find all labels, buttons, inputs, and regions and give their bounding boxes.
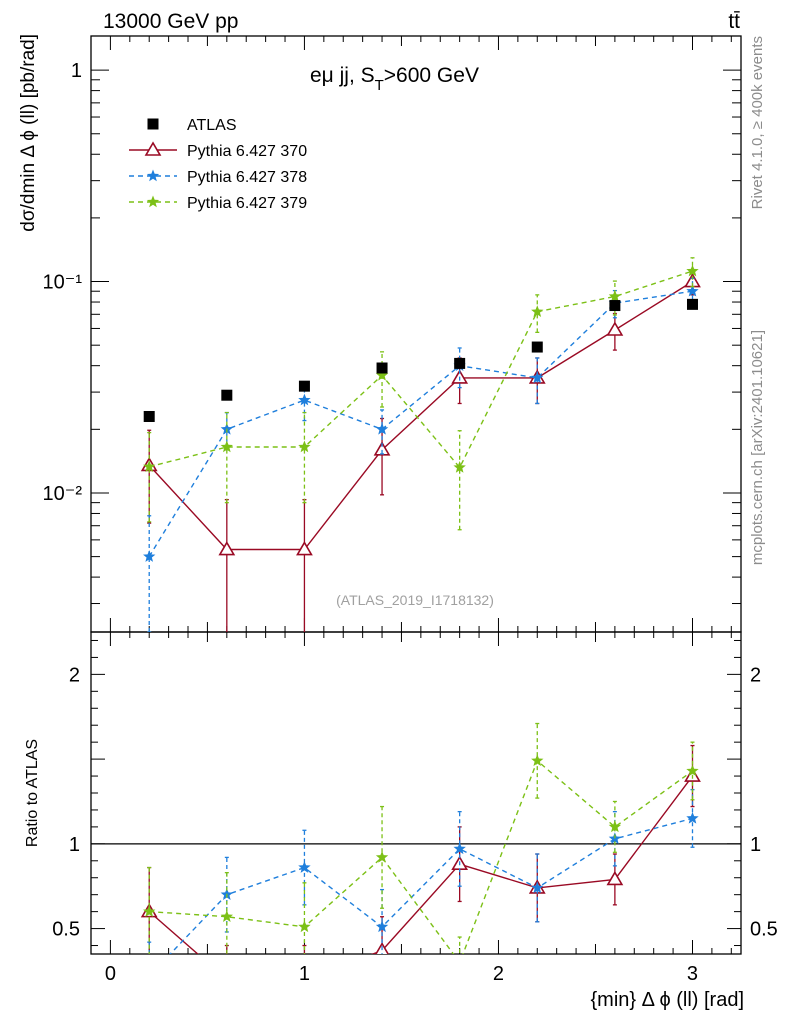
- star-marker: [453, 460, 466, 473]
- x-tick-label: 0: [105, 963, 116, 985]
- star-marker: [375, 850, 389, 863]
- y-axis-title: dσ/dmin Δ ϕ (ll) [pb/rad]: [18, 34, 39, 232]
- series-pythia-6-427-379-ratio: [143, 722, 699, 968]
- y-tick-label: 10⁻²: [43, 483, 83, 505]
- star-marker: [375, 422, 389, 435]
- star-marker: [220, 910, 233, 922]
- star-marker: [143, 905, 156, 917]
- legend-label: Pythia 6.427 379: [187, 195, 307, 212]
- x-tick-label: 2: [493, 963, 504, 985]
- x-tick-label: 3: [687, 963, 698, 985]
- star-marker: [608, 289, 622, 302]
- star-marker: [298, 440, 311, 453]
- atlas-data-point: [376, 362, 388, 374]
- legend-label: Pythia 6.427 370: [187, 143, 307, 160]
- plot-title-tail: >600 GeV: [384, 64, 479, 87]
- series-line: [148, 280, 693, 551]
- legend: ATLAS Pythia 6.427 370 Pythia 6.427 378 Pyt…: [129, 117, 307, 212]
- series-layer: [140, 257, 701, 984]
- y-tick-label: 1: [71, 60, 82, 82]
- series-line: [149, 759, 693, 954]
- star-marker: [531, 371, 544, 384]
- series-pythia-6-427-370-main: [140, 269, 701, 632]
- plot-title-main: eμ jj, S: [310, 64, 375, 87]
- series-line: [148, 290, 693, 557]
- star-marker: [146, 195, 160, 208]
- atlas-data-point: [298, 380, 310, 392]
- ratio-tick-label-left: 2: [69, 664, 80, 686]
- ratio-tick-label-right: 0.5: [750, 919, 778, 941]
- triangle-marker: [296, 540, 313, 556]
- atlas-data-point: [147, 118, 159, 130]
- triangle-marker: [144, 141, 162, 156]
- series-pythia-6-427-379-main: [143, 257, 699, 531]
- plot-title-sub: T: [375, 77, 384, 94]
- series-line: [169, 817, 693, 954]
- plot-title: eμ jj, ST>600 GeV: [310, 64, 479, 94]
- star-marker: [143, 460, 156, 473]
- legend-label: Pythia 6.427 378: [187, 169, 307, 186]
- star-marker: [686, 264, 699, 277]
- triangle-marker: [606, 870, 624, 886]
- mcplots-label: mcplots.cern.ch [arXiv:2401.10621]: [749, 330, 766, 565]
- atlas-data-point: [609, 300, 621, 312]
- star-marker: [531, 881, 544, 894]
- x-tick-label: 1: [299, 963, 310, 985]
- star-marker: [686, 811, 699, 824]
- collision-label: 13000 GeV pp: [103, 10, 238, 33]
- ratio-tick-label-left: 0.5: [52, 919, 80, 941]
- star-marker: [453, 956, 465, 968]
- star-marker: [298, 393, 311, 406]
- star-marker: [453, 842, 466, 855]
- ratio-tick-label-left: 1: [69, 834, 80, 856]
- star-marker: [146, 169, 160, 182]
- triangle-marker: [218, 540, 236, 556]
- series-atlas-main: [143, 298, 698, 422]
- ratio-tick-label-right: 2: [750, 664, 761, 686]
- series-line: [149, 270, 693, 469]
- atlas-data-point: [686, 298, 698, 310]
- axes-layer: 0 1 2 3 1 10⁻¹ 10⁻² 2 2 1 1 0.5 0.5: [43, 36, 778, 985]
- star-marker: [686, 284, 699, 297]
- star-marker: [531, 754, 544, 767]
- star-marker: [143, 970, 155, 982]
- triangle-marker: [606, 321, 624, 336]
- star-marker: [375, 368, 389, 381]
- rivet-label: Rivet 4.1.0, ≥ 400k events: [749, 36, 766, 209]
- star-marker: [143, 550, 156, 562]
- ratio-tick-label-right: 1: [750, 834, 761, 856]
- legend-label: ATLAS: [187, 117, 237, 134]
- star-marker: [375, 920, 389, 933]
- star-marker: [531, 305, 544, 317]
- process-label: tt̄: [728, 10, 740, 33]
- series-line: [148, 775, 694, 954]
- star-marker: [686, 764, 699, 777]
- series-pythia-6-427-370-ratio: [140, 744, 701, 984]
- ratio-y-axis-title: Ratio to ATLAS: [24, 739, 41, 847]
- star-marker: [298, 920, 311, 933]
- atlas-data-point: [221, 389, 233, 401]
- star-marker: [298, 861, 311, 873]
- atlas-data-point: [531, 341, 543, 353]
- atlas-data-point: [454, 357, 466, 369]
- y-tick-label: 10⁻¹: [43, 272, 83, 294]
- star-marker: [608, 820, 622, 833]
- atlas-data-point: [143, 410, 155, 422]
- x-axis-title: {min} Δ ϕ (ll) [rad]: [591, 989, 745, 1011]
- ratio-plot-frame: [90, 631, 742, 955]
- triangle-marker: [220, 972, 234, 984]
- star-marker: [220, 440, 233, 453]
- triangle-marker: [373, 441, 391, 456]
- analysis-watermark: (ATLAS_2019_I1718132): [336, 592, 494, 608]
